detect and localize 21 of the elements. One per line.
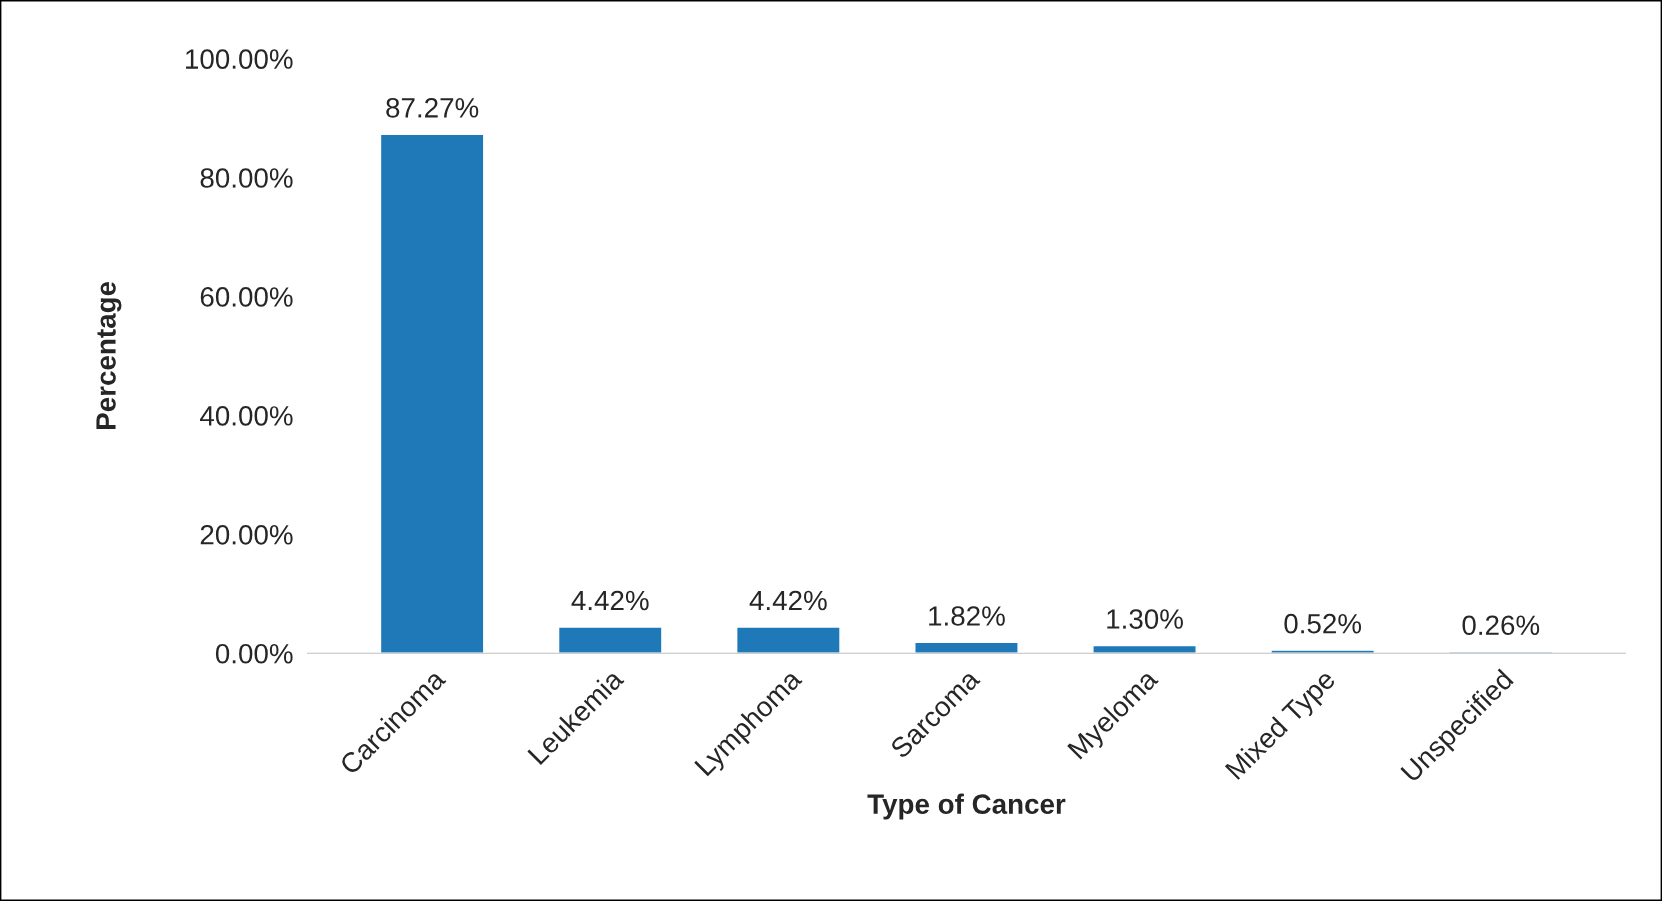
bar <box>379 133 485 654</box>
data-label: 0.26% <box>1462 615 1540 636</box>
y-tick-label: 60.00% <box>200 287 293 307</box>
bar <box>914 641 1019 654</box>
y-tick-label: 0.00% <box>215 643 293 664</box>
bar <box>1270 649 1376 654</box>
data-label: 1.30% <box>1107 609 1183 629</box>
bar <box>1092 644 1197 654</box>
data-label: 0.52% <box>1284 613 1362 634</box>
data-label: 4.42% <box>571 590 649 611</box>
bar <box>557 626 663 654</box>
data-label: 4.42% <box>749 590 827 611</box>
y-tick-label: 40.00% <box>200 406 293 426</box>
data-label: 87.27% <box>386 97 479 118</box>
bar <box>736 626 841 654</box>
x-axis-title: Type of Cancer <box>867 793 1066 820</box>
y-tick-label: 20.00% <box>200 524 293 545</box>
y-axis-title: Percentage <box>96 281 122 429</box>
y-tick-label: 100.00% <box>186 49 293 69</box>
data-label: 1.82% <box>929 606 1005 626</box>
y-tick-label: 80.00% <box>200 168 293 188</box>
